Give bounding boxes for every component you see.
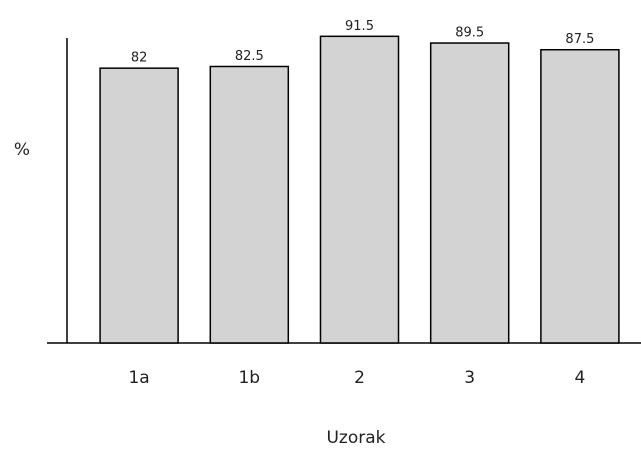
- bar: [319, 35, 400, 344]
- x-tick-label: 1a: [128, 368, 149, 388]
- bar: [209, 65, 290, 344]
- value-label: 82: [131, 51, 148, 66]
- value-label: 89.5: [455, 26, 484, 41]
- x-axis-label: Uzorak: [326, 428, 385, 448]
- y-axis-label: %: [14, 140, 30, 160]
- value-label: 91.5: [345, 19, 374, 34]
- value-label: 87.5: [565, 32, 594, 47]
- bar: [99, 67, 179, 344]
- bar: [540, 48, 620, 344]
- x-tick-label: 4: [574, 368, 585, 388]
- x-tick-label: 1b: [238, 368, 260, 388]
- value-label: 82.5: [235, 49, 264, 64]
- x-tick-label: 3: [464, 368, 475, 388]
- bar: [429, 42, 510, 344]
- x-tick-label: 2: [354, 368, 365, 388]
